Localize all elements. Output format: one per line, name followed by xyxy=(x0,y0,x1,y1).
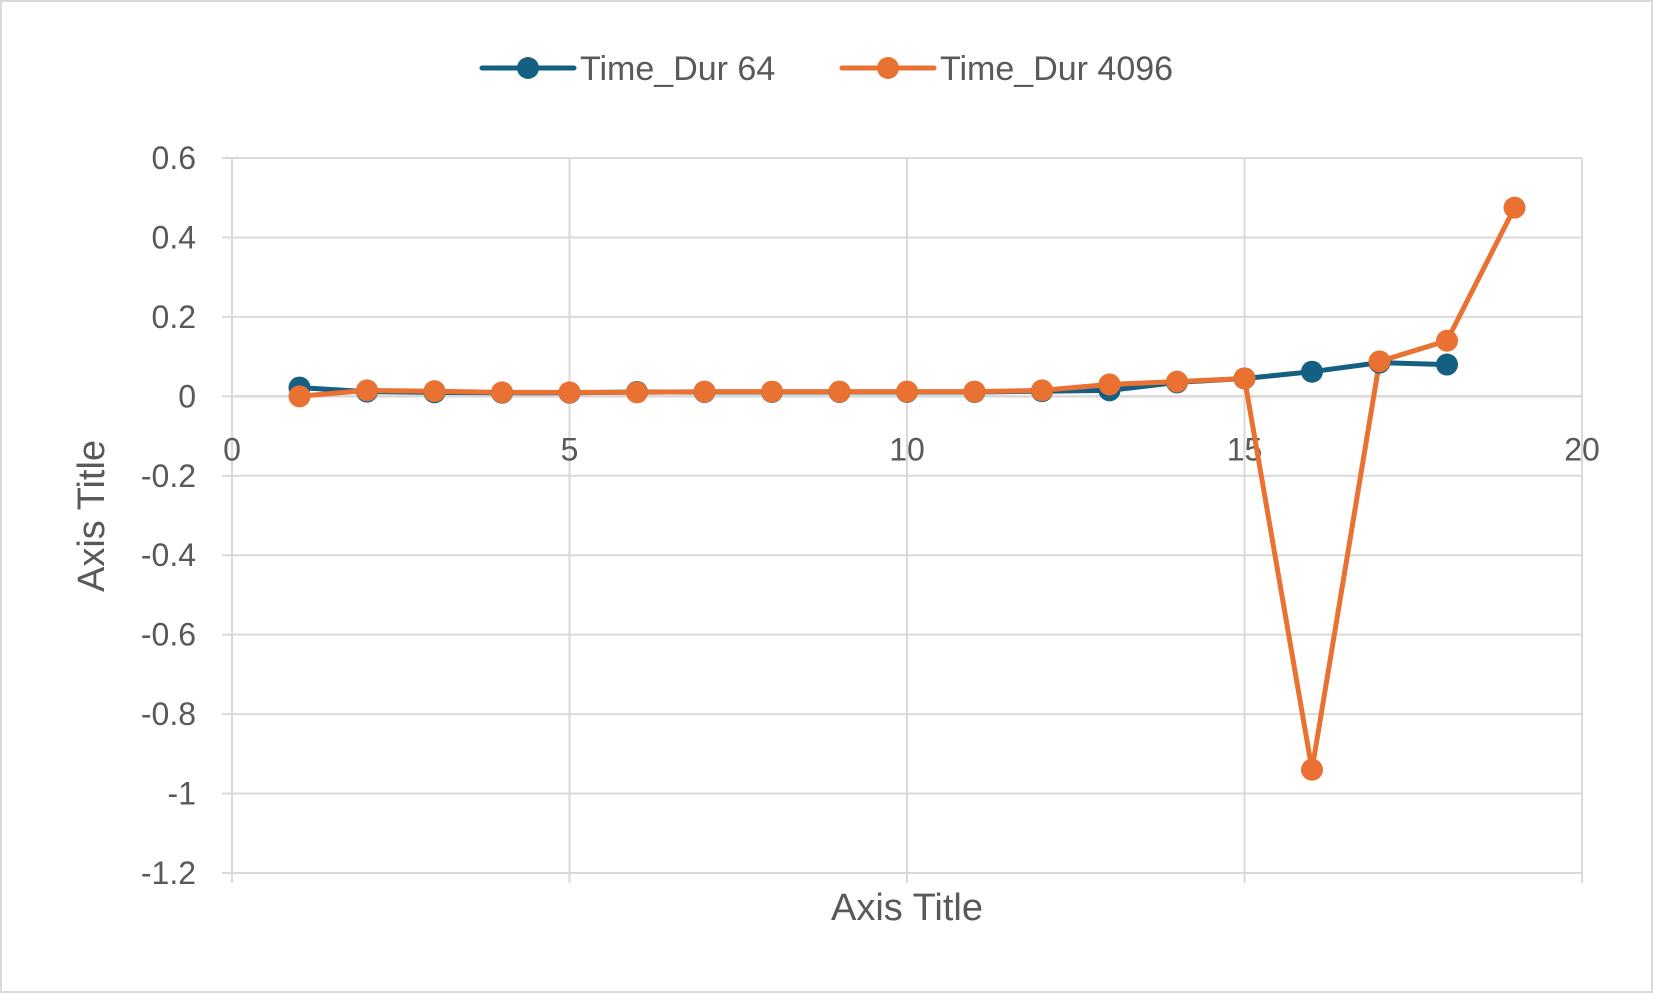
y-tick-label: 0.6 xyxy=(152,140,196,176)
data-point-series-2 xyxy=(1166,370,1188,393)
x-tick-label: 0 xyxy=(223,431,241,467)
data-point-series-2 xyxy=(828,380,851,403)
grid-lines xyxy=(222,157,1583,883)
data-point-series-2 xyxy=(1301,758,1323,781)
data-point-series-2 xyxy=(1098,373,1121,396)
data-point-series-2 xyxy=(626,381,648,404)
data-point-series-2 xyxy=(356,379,378,402)
x-tick-label: 10 xyxy=(889,431,925,467)
series-line-1 xyxy=(297,360,1450,396)
data-point-series-2 xyxy=(288,385,311,408)
series-points xyxy=(288,196,1526,781)
data-point-series-2 xyxy=(491,381,513,404)
y-tick-label: 0 xyxy=(178,378,196,414)
legend-item-1: Time_Dur 64 xyxy=(479,50,775,88)
legend: Time_Dur 64 Time_Dur 4096 xyxy=(479,50,1173,88)
x-tick-label: 20 xyxy=(1564,431,1600,467)
data-point-series-2 xyxy=(423,380,446,403)
legend-label: Time_Dur 4096 xyxy=(940,50,1173,88)
y-tick-label: -1.2 xyxy=(141,855,196,891)
data-point-series-2 xyxy=(693,380,716,403)
legend-marker-swatch xyxy=(877,57,899,79)
data-point-series-1 xyxy=(1436,353,1458,376)
data-point-series-1 xyxy=(1301,360,1323,383)
x-axis-title: Axis Title xyxy=(831,887,983,929)
data-point-series-2 xyxy=(896,380,918,403)
data-point-series-2 xyxy=(1368,350,1391,373)
legend-marker-swatch xyxy=(517,57,539,79)
y-tick-label: 0.2 xyxy=(152,299,196,335)
data-point-series-2 xyxy=(1503,196,1526,219)
y-tick-label: -0.4 xyxy=(141,537,196,573)
data-point-series-2 xyxy=(1233,367,1256,390)
legend-item-2: Time_Dur 4096 xyxy=(839,50,1173,88)
data-point-series-2 xyxy=(761,380,783,403)
y-tick-label: -0.6 xyxy=(141,617,196,653)
data-point-series-2 xyxy=(1031,379,1053,402)
x-tick-label: 5 xyxy=(561,431,579,467)
y-axis-title: Axis Title xyxy=(71,440,113,592)
y-tick-label: 0.4 xyxy=(152,219,196,255)
tick-labels: 0.60.40.20-0.2-0.4-0.6-0.8-1-1.20 5 10 15 20 xyxy=(141,140,1600,891)
y-tick-label: -0.8 xyxy=(141,696,196,732)
legend-label: Time_Dur 64 xyxy=(580,50,775,88)
data-point-series-2 xyxy=(558,381,581,404)
y-tick-label: -0.2 xyxy=(141,458,196,494)
data-point-series-2 xyxy=(1436,329,1458,352)
y-tick-label: -1 xyxy=(168,776,196,812)
data-point-series-2 xyxy=(963,380,986,403)
